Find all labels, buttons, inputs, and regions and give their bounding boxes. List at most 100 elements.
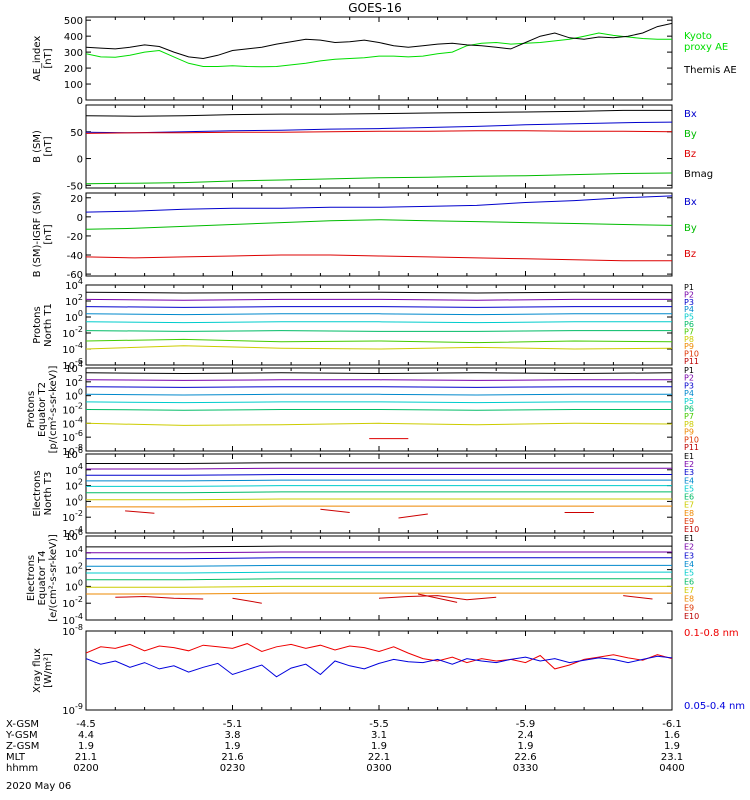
- y-tick-label: 100: [64, 80, 83, 91]
- legend-entry: P2: [684, 374, 694, 383]
- y-tick-label: 0: [77, 96, 83, 107]
- y-tick-label: 10-6: [62, 429, 83, 444]
- series-0-05-0-4-nm: [86, 655, 672, 678]
- y-tick-label: 300: [64, 48, 83, 59]
- legend-entry: Bz: [684, 249, 696, 260]
- legend-entry: P8: [684, 335, 694, 344]
- series-e8: [86, 592, 672, 595]
- series-bz: [86, 254, 672, 262]
- legend-entry: E7: [684, 586, 694, 595]
- panel-2: -50 0 50 B (SM) [nT] Bx By Bz Bmag: [32, 104, 713, 192]
- y-tick-label: 100: [65, 578, 83, 593]
- panel-frame: [85, 284, 673, 366]
- legend-entry: 0.1-0.8 nm: [684, 628, 739, 639]
- legend-entry: E6: [684, 493, 694, 502]
- y-tick-label: 10-4: [62, 415, 83, 430]
- x-row-value: 0400: [659, 763, 684, 774]
- y-tick-label: 102: [65, 562, 83, 577]
- legend-entry: Themis AE: [683, 65, 737, 76]
- series-p5: [86, 321, 672, 324]
- legend-entry: P3: [684, 298, 694, 307]
- y-tick-label: 10-6: [62, 357, 83, 372]
- series-e7: [86, 498, 672, 501]
- panel-frame: [85, 104, 673, 189]
- legend-entry: E9: [684, 603, 694, 612]
- legend-entry: By: [684, 223, 697, 234]
- y-tick-label: 10-4: [62, 612, 83, 627]
- series-p4: [86, 393, 672, 396]
- y-tick-label: 0: [77, 155, 83, 166]
- series-e6: [86, 578, 672, 581]
- y-axis-label: North T3: [43, 472, 54, 516]
- x-row-value: -5.5: [369, 719, 389, 730]
- legend-entry: E10: [684, 612, 699, 621]
- legend-entry: P6: [684, 320, 694, 329]
- panel-frame: [85, 453, 673, 534]
- x-row-value: 1.9: [664, 741, 680, 752]
- series-e9: [398, 513, 428, 519]
- y-tick-label: 104: [65, 277, 83, 292]
- x-row-label: X-GSM: [6, 719, 39, 730]
- legend-entry: Kyoto: [684, 31, 712, 42]
- legend-entry: P5: [684, 313, 694, 322]
- series-e9: [320, 508, 350, 513]
- legend-entry: P10: [684, 350, 699, 359]
- series-p8: [86, 345, 672, 350]
- legend-entry: P9: [684, 428, 694, 437]
- legend-entry: E9: [684, 517, 694, 526]
- series-e9: [232, 597, 262, 604]
- legend-entry: P3: [684, 381, 694, 390]
- series-p1: [86, 291, 672, 294]
- y-tick-label: 10-2: [62, 325, 83, 340]
- series-by: [86, 172, 672, 185]
- series-e1: [86, 545, 672, 548]
- x-row-value: 1.9: [78, 741, 94, 752]
- series-p1: [86, 372, 672, 375]
- y-tick-label: 104: [65, 545, 83, 560]
- series-themis-ae: [86, 22, 672, 60]
- legend-entry: P9: [684, 342, 694, 351]
- legend-entry: E10: [684, 525, 699, 534]
- y-axis-label: Protons: [26, 391, 37, 428]
- legend-entry: proxy AE: [684, 42, 728, 53]
- legend-entry: E3: [684, 551, 694, 560]
- x-row-value: 0330: [513, 763, 538, 774]
- x-row-value: 3.1: [371, 730, 387, 741]
- y-tick-label: 0: [77, 213, 83, 224]
- x-row-value: 22.1: [368, 752, 390, 763]
- legend-entry: E3: [684, 468, 694, 477]
- series-bx: [86, 195, 672, 213]
- legend-entry: E1: [684, 534, 694, 543]
- x-row-value: -5.1: [223, 719, 243, 730]
- y-tick-label: 500: [64, 16, 83, 27]
- series-p4: [86, 313, 672, 316]
- series-e2: [86, 551, 672, 554]
- x-row-value: 1.9: [225, 741, 241, 752]
- y-tick-label: 200: [64, 64, 83, 75]
- legend-entry: By: [684, 129, 697, 140]
- y-axis-label: Electrons: [32, 470, 43, 516]
- legend-entry: P1: [684, 366, 694, 375]
- series-e6: [86, 491, 672, 494]
- panel-frame: [85, 535, 673, 621]
- series-e3: [86, 557, 672, 560]
- series-e7: [86, 585, 672, 588]
- panel-frame: [85, 16, 673, 101]
- x-row-value: 1.6: [664, 730, 680, 741]
- series-e8: [86, 505, 672, 508]
- series-e9: [115, 595, 204, 600]
- y-axis-label: [nT]: [43, 136, 54, 156]
- y-tick-label: 10-4: [62, 525, 83, 540]
- x-row-value: 21.1: [75, 752, 97, 763]
- legend-entry: P2: [684, 290, 694, 299]
- x-row-value: 0300: [366, 763, 391, 774]
- x-row-value: 1.9: [518, 741, 534, 752]
- y-tick-label: 102: [65, 478, 83, 493]
- series-p2: [86, 298, 672, 301]
- y-tick-label: 106: [65, 446, 83, 461]
- y-tick-label: -60: [67, 270, 83, 281]
